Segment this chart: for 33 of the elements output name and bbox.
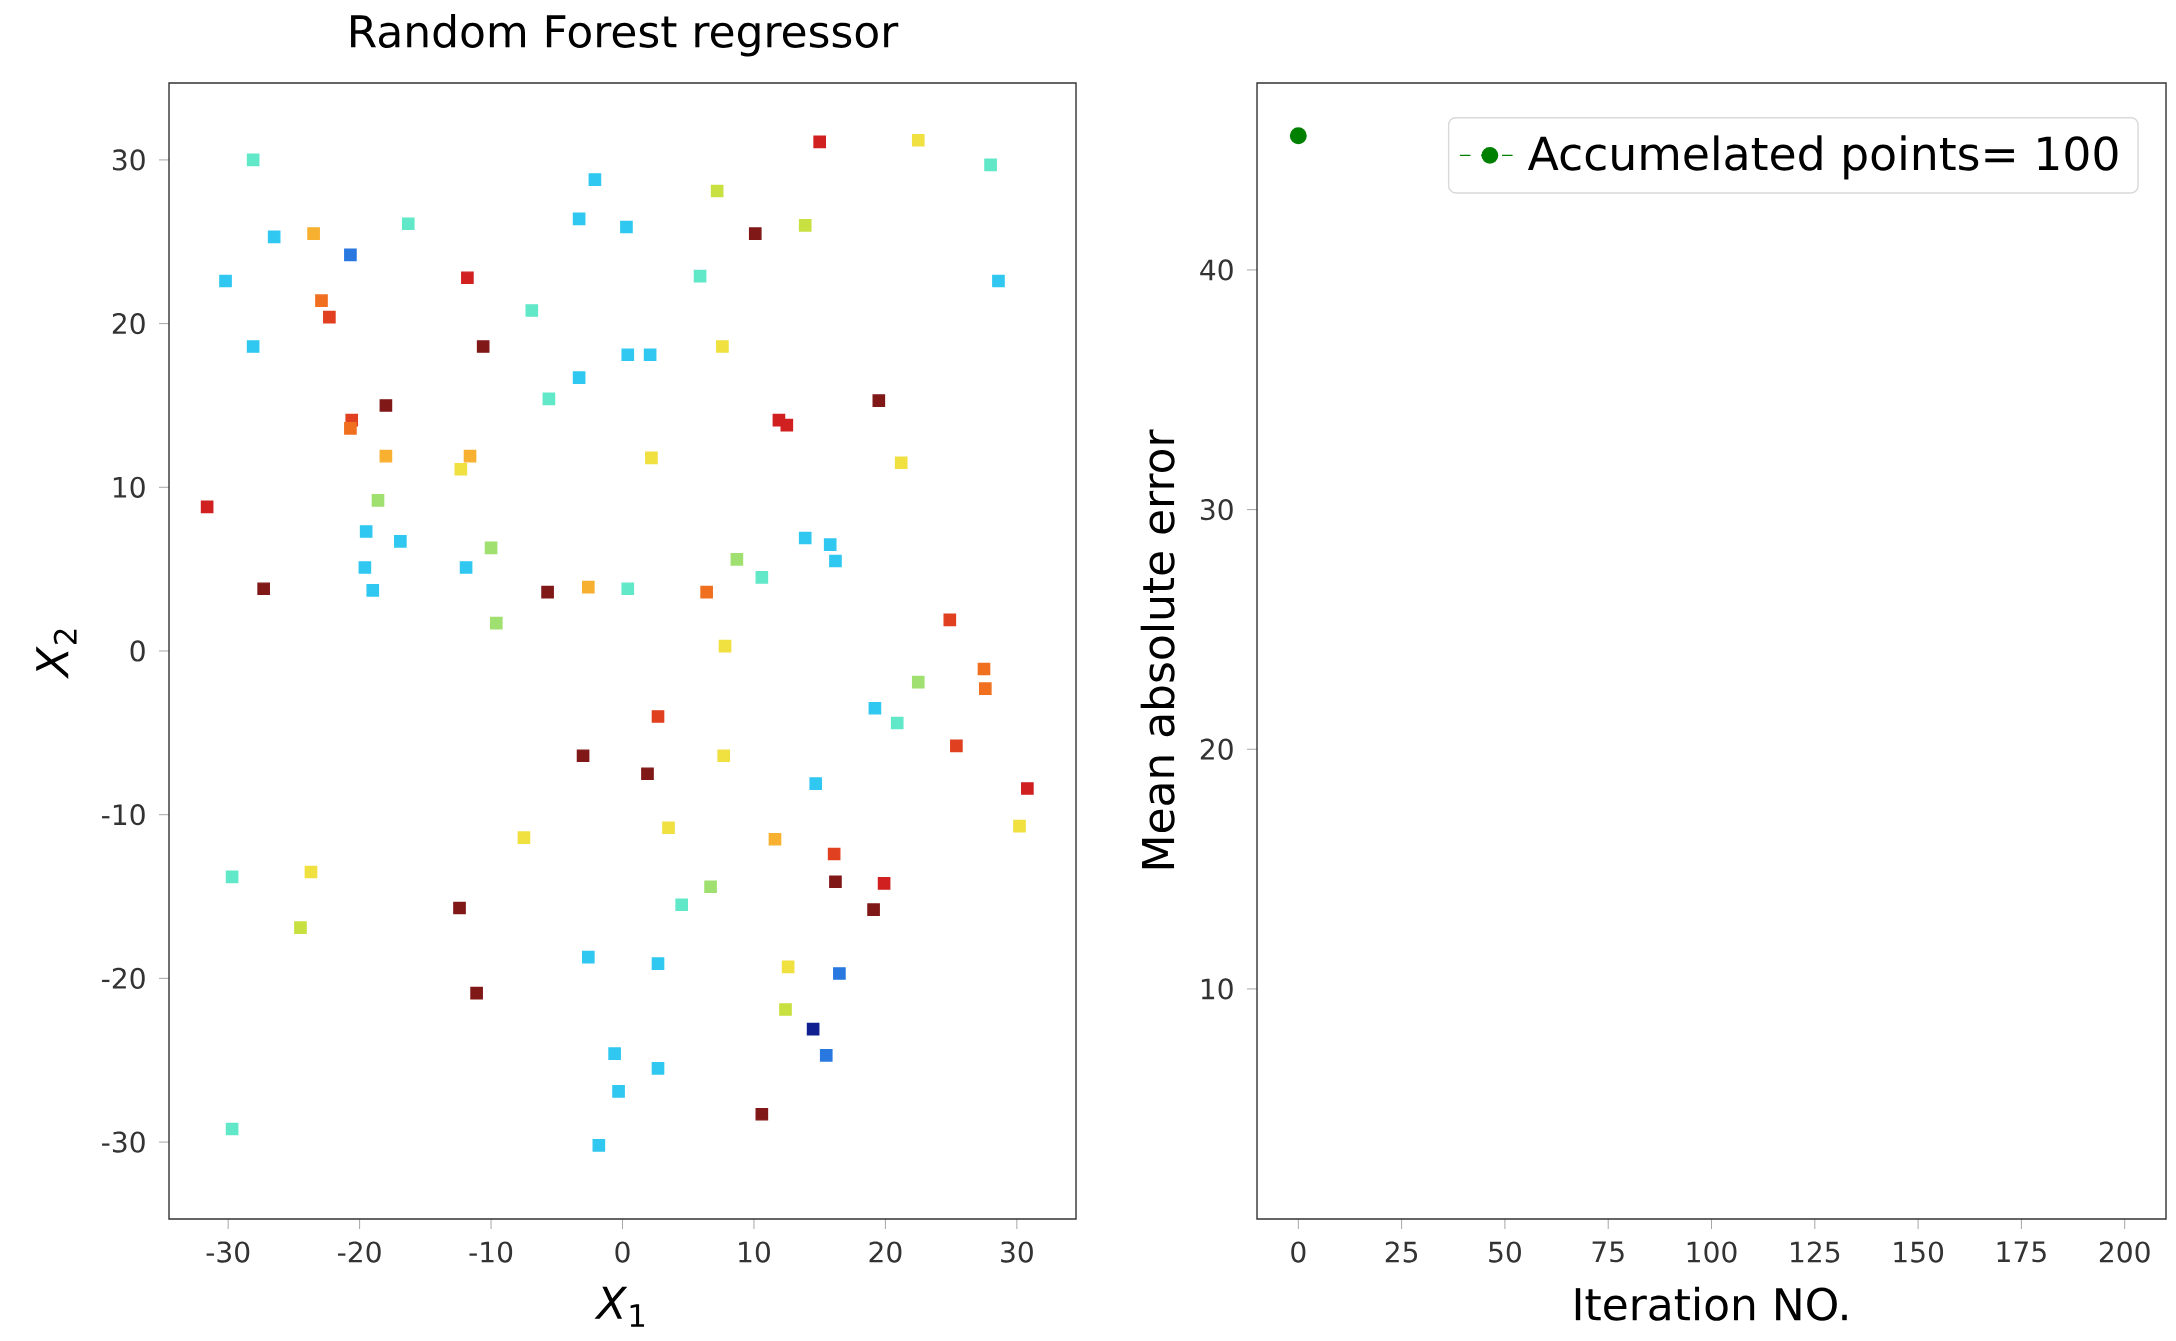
x-tick-label: 50 [1489,1241,1521,1263]
x-tick-label: 25 [1385,1241,1418,1263]
y-tick-label: -10 [102,804,145,826]
chart-title: Random Forest regressor [351,13,899,57]
y-tick-label: -30 [102,1131,145,1153]
x-tick-label: 125 [1791,1241,1840,1263]
x-tick-label: -30 [206,1241,250,1263]
x-tick-label: 20 [869,1241,902,1263]
x-tick-label: 30 [1001,1241,1033,1263]
legend-label: Accumelated points= 100 [1527,135,2118,180]
x-tick-label: -10 [469,1241,513,1263]
x-tick-label: 175 [1997,1241,2046,1263]
x-tick-label: 0 [1291,1241,1306,1263]
x-tick-label: 100 [1687,1241,1737,1263]
y-tick-label: 40 [1200,259,1233,281]
x-tick-label: -20 [338,1241,381,1263]
x-axis-title: X$_{1}$ [594,1286,645,1327]
x-axis-title: Iteration NO. [1575,1286,1847,1321]
y-tick-label: 20 [112,312,145,335]
x-tick-label: 0 [615,1241,630,1263]
y-tick-label: -20 [102,967,145,989]
y-axis-title: X$_{2}$ [36,629,77,679]
x-tick-label: 75 [1592,1241,1624,1263]
y-tick-label: 10 [1201,978,1233,1000]
y-tick-label: 30 [112,149,145,171]
y-tick-label: 30 [1200,498,1233,521]
x-tick-label: 200 [2099,1241,2150,1263]
y-axis-title: Mean absolute error [1140,429,1175,869]
y-tick-label: 0 [130,640,145,662]
x-tick-label: 10 [739,1241,770,1263]
y-tick-label: 10 [113,476,145,498]
y-tick-label: 20 [1200,738,1233,760]
x-tick-label: 150 [1894,1241,1944,1263]
